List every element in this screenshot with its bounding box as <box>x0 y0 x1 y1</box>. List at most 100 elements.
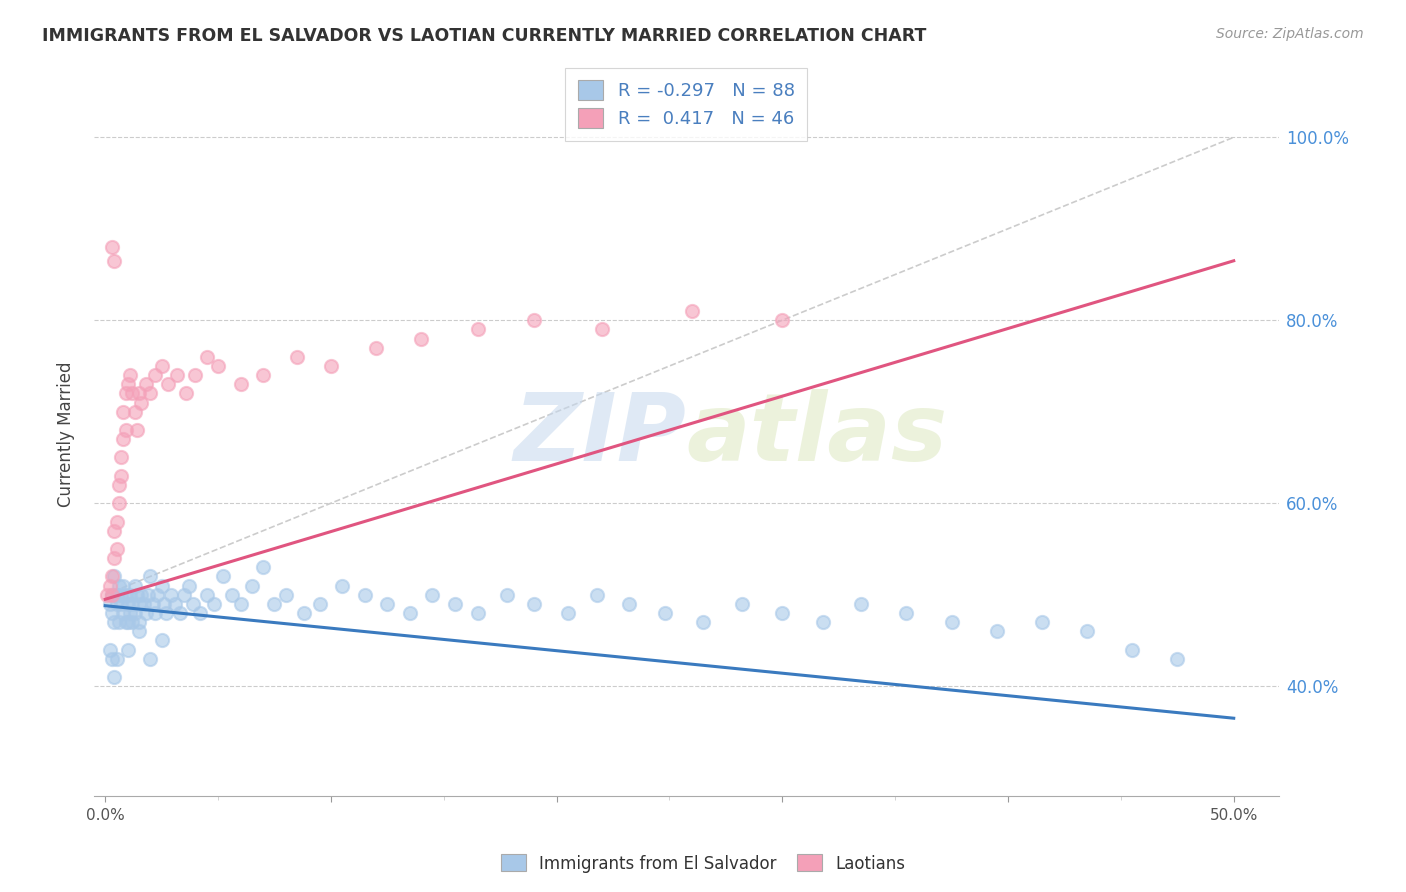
Point <box>731 597 754 611</box>
Point <box>117 642 139 657</box>
Point <box>184 368 207 383</box>
Point <box>292 606 315 620</box>
Point <box>692 615 714 629</box>
Point <box>128 386 150 401</box>
Point <box>124 606 146 620</box>
Point <box>112 578 135 592</box>
Point <box>101 240 124 254</box>
Point <box>107 578 129 592</box>
Point <box>107 496 129 510</box>
Point <box>103 569 125 583</box>
Point <box>117 377 139 392</box>
Point <box>121 615 143 629</box>
Point <box>364 341 387 355</box>
Point <box>96 588 118 602</box>
Point <box>110 468 132 483</box>
Point <box>211 569 233 583</box>
Point <box>444 597 467 611</box>
Point <box>136 588 159 602</box>
Point <box>811 615 834 629</box>
Point <box>121 386 143 401</box>
Point <box>105 652 128 666</box>
Point <box>107 615 129 629</box>
Point <box>319 359 342 373</box>
Point <box>101 588 124 602</box>
Point <box>770 606 793 620</box>
Point <box>128 597 150 611</box>
Point <box>557 606 579 620</box>
Point <box>112 405 135 419</box>
Point <box>118 368 141 383</box>
Point <box>150 578 173 592</box>
Point <box>101 606 124 620</box>
Point <box>103 551 125 566</box>
Point <box>176 386 198 401</box>
Point <box>1076 624 1098 639</box>
Point <box>117 597 139 611</box>
Point <box>139 652 162 666</box>
Point <box>98 597 121 611</box>
Text: Source: ZipAtlas.com: Source: ZipAtlas.com <box>1216 27 1364 41</box>
Point <box>124 578 146 592</box>
Point <box>496 588 519 602</box>
Point <box>112 432 135 446</box>
Point <box>166 368 188 383</box>
Point <box>101 652 124 666</box>
Legend: Immigrants from El Salvador, Laotians: Immigrants from El Salvador, Laotians <box>495 847 911 880</box>
Point <box>105 515 128 529</box>
Point <box>467 606 489 620</box>
Point <box>128 615 150 629</box>
Point <box>353 588 375 602</box>
Point <box>101 569 124 583</box>
Point <box>110 597 132 611</box>
Point <box>188 606 211 620</box>
Point <box>103 615 125 629</box>
Point <box>467 322 489 336</box>
Point <box>252 368 274 383</box>
Point <box>181 597 204 611</box>
Y-axis label: Currently Married: Currently Married <box>58 362 75 508</box>
Point <box>110 450 132 465</box>
Point <box>139 386 162 401</box>
Point <box>103 524 125 538</box>
Point <box>654 606 676 620</box>
Point <box>330 578 353 592</box>
Point <box>131 588 153 602</box>
Point <box>155 606 177 620</box>
Point <box>770 313 793 327</box>
Point <box>165 597 187 611</box>
Point <box>1166 652 1188 666</box>
Point <box>124 405 146 419</box>
Point <box>229 377 252 392</box>
Point <box>98 642 121 657</box>
Point <box>146 588 169 602</box>
Point <box>195 588 218 602</box>
Text: atlas: atlas <box>686 389 948 481</box>
Point <box>121 597 143 611</box>
Point <box>139 569 162 583</box>
Point <box>851 597 873 611</box>
Point <box>112 606 135 620</box>
Point <box>207 359 229 373</box>
Point <box>411 332 433 346</box>
Point <box>422 588 444 602</box>
Point <box>986 624 1008 639</box>
Point <box>177 578 200 592</box>
Point <box>169 606 191 620</box>
Point <box>202 597 225 611</box>
Point <box>105 588 128 602</box>
Text: ZIP: ZIP <box>513 389 686 481</box>
Point <box>114 423 136 437</box>
Point <box>221 588 243 602</box>
Point <box>617 597 640 611</box>
Point <box>105 541 128 556</box>
Point <box>150 633 173 648</box>
Point <box>399 606 422 620</box>
Point <box>114 615 136 629</box>
Point <box>105 597 128 611</box>
Point <box>143 368 166 383</box>
Point <box>523 597 546 611</box>
Legend: R = -0.297   N = 88, R =  0.417   N = 46: R = -0.297 N = 88, R = 0.417 N = 46 <box>565 68 807 141</box>
Point <box>252 560 274 574</box>
Point <box>153 597 176 611</box>
